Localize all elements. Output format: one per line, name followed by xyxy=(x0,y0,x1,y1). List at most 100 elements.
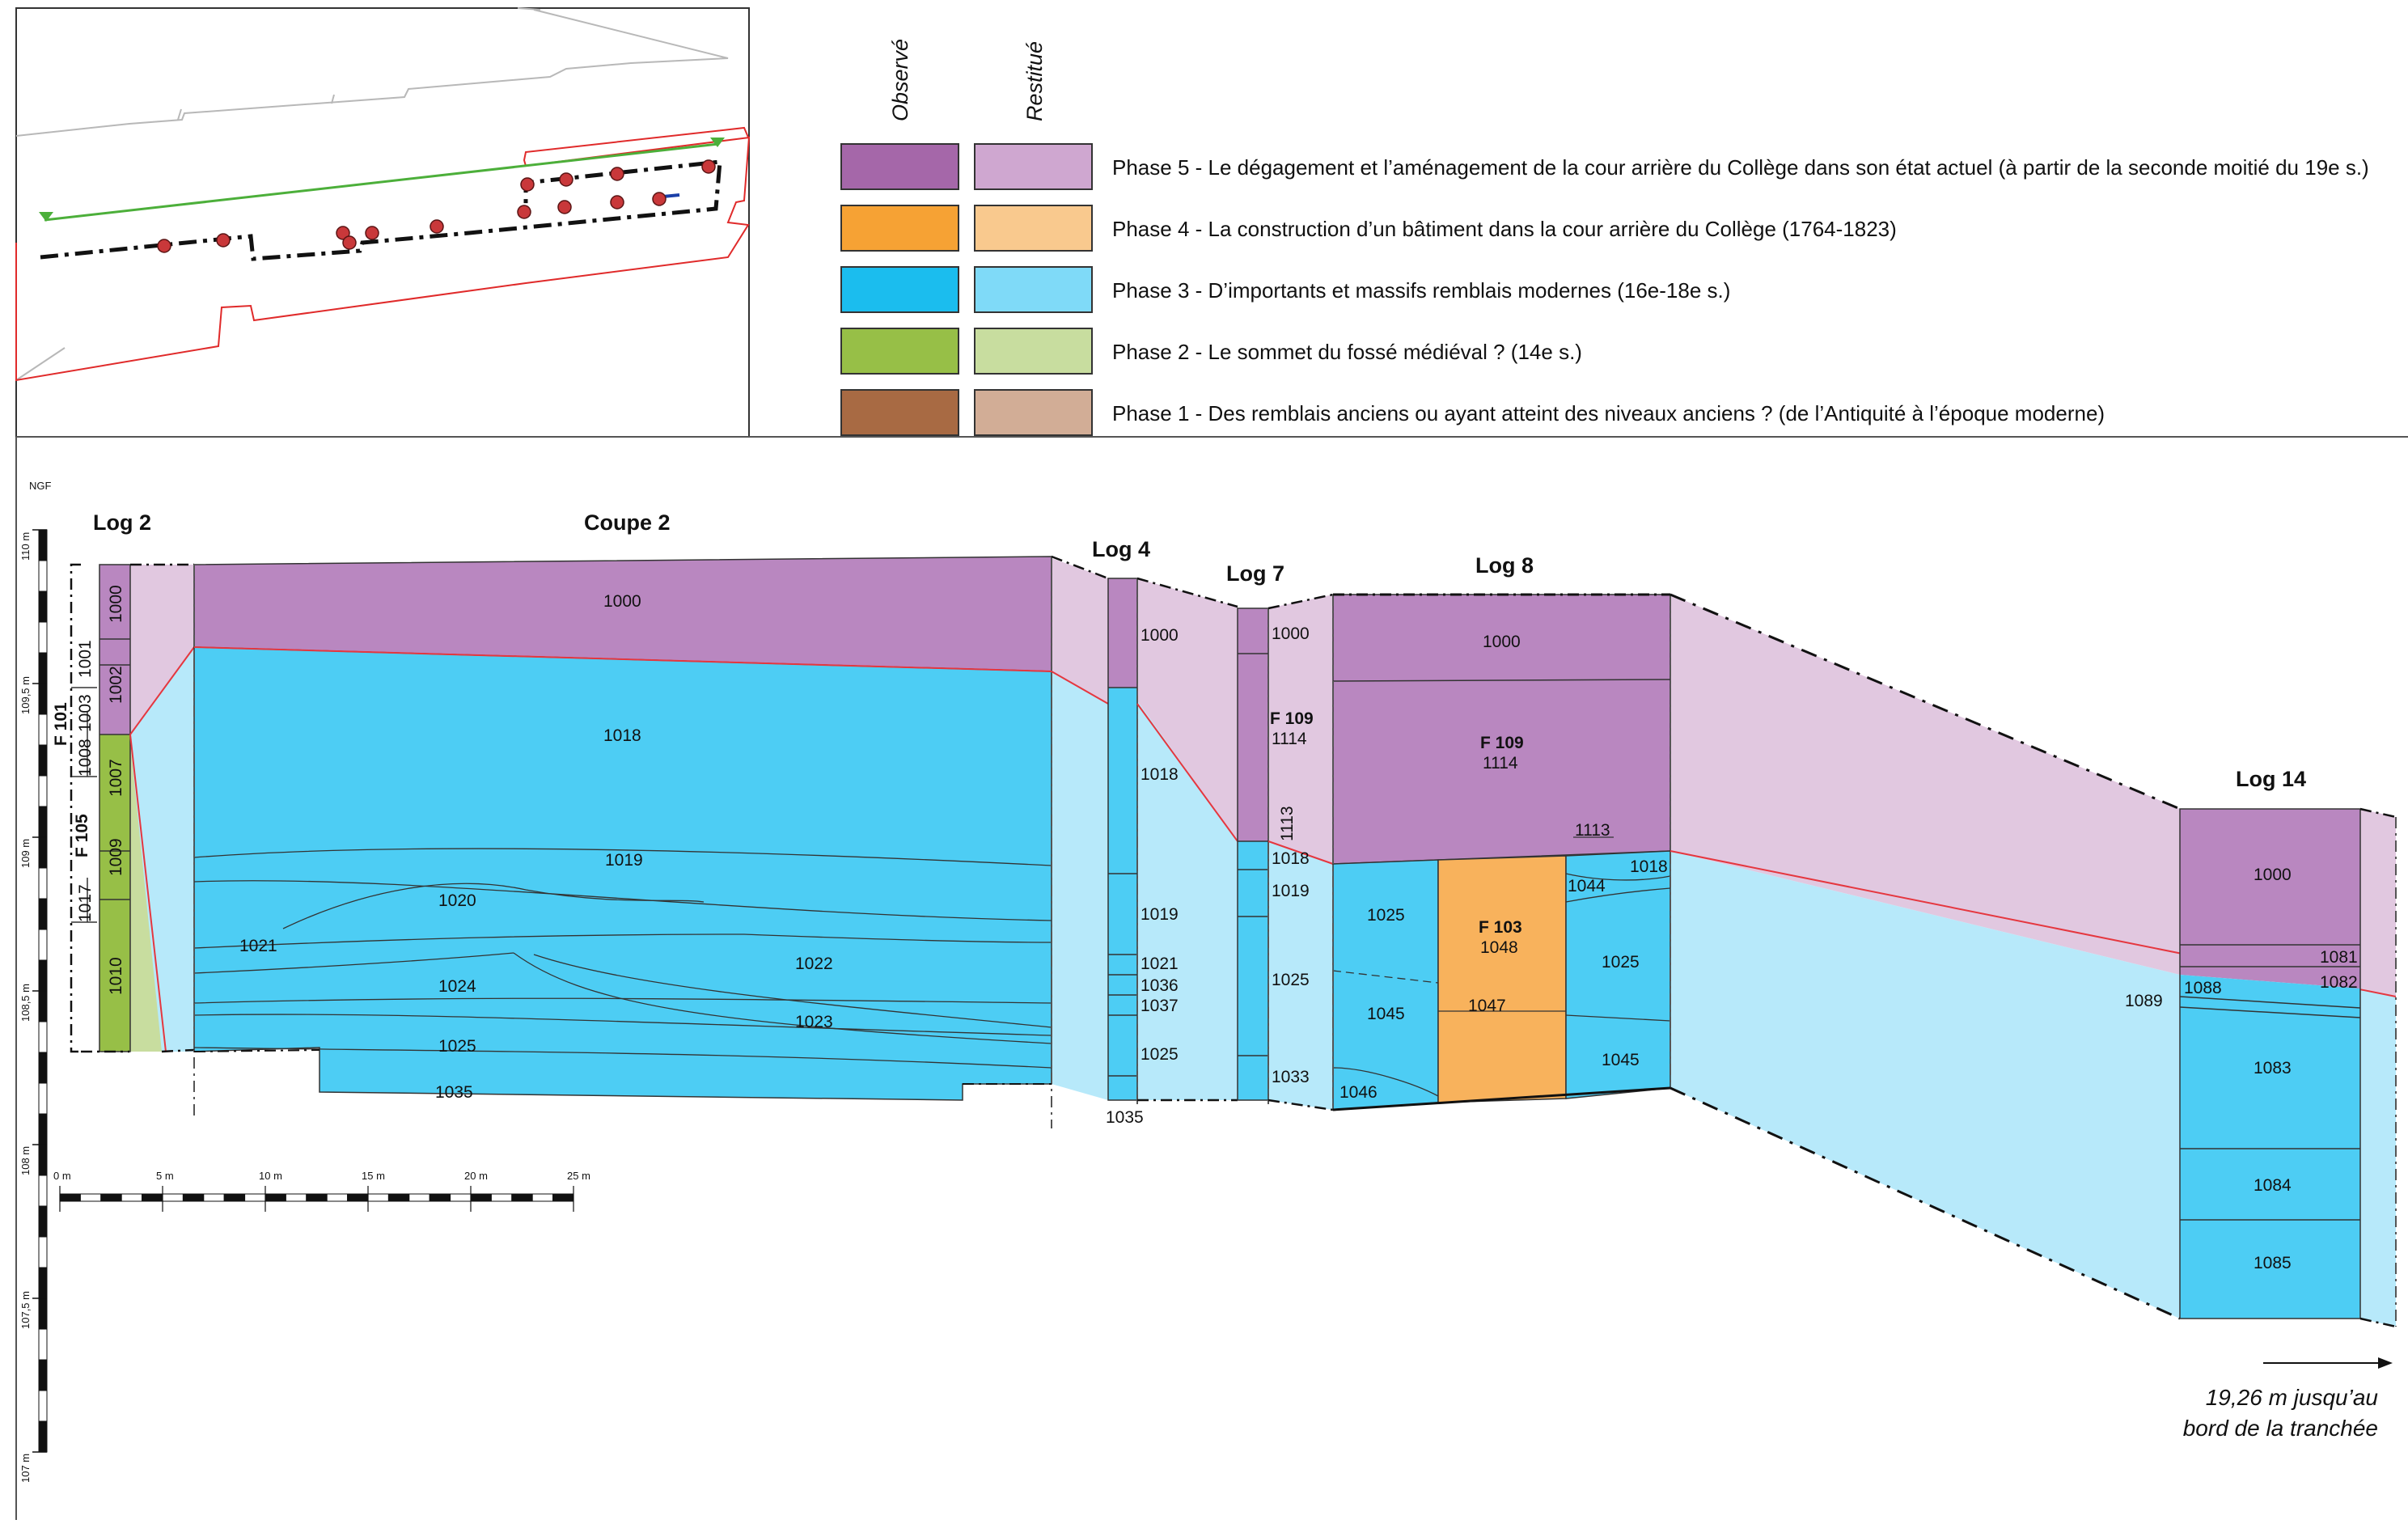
label-1081: 1081 xyxy=(2320,948,2358,967)
label-1025-log4: 1025 xyxy=(1141,1045,1179,1064)
label-f101: F 101 xyxy=(52,702,70,746)
restored-phase5-log7 xyxy=(1268,595,1333,864)
distance-tick-label: 0 m xyxy=(53,1170,71,1182)
label-1007: 1007 xyxy=(107,759,125,797)
label-1025-log8b: 1025 xyxy=(1602,953,1640,972)
label-1044: 1044 xyxy=(1568,877,1606,895)
legend-phase-label: Phase 3 - D’importants et massifs rembla… xyxy=(1112,278,1730,303)
section-titles: Log 2 Coupe 2 Log 4 Log 7 Log 8 Log 14 xyxy=(93,510,2306,791)
label-1035-coupe2: 1035 xyxy=(435,1083,473,1102)
altitude-tick-label: 108,5 m xyxy=(19,984,32,1022)
altitude-tick-label: 107 m xyxy=(19,1454,32,1483)
log2-phase2 xyxy=(99,734,130,1052)
label-1083: 1083 xyxy=(2254,1059,2292,1077)
label-1017: 1017 xyxy=(76,884,95,922)
legend-swatch-observed xyxy=(840,389,959,436)
edge-note: 19,26 m jusqu’au bord de la tranchée xyxy=(2183,1357,2393,1441)
altitude-tick-label: 109,5 m xyxy=(19,676,32,714)
label-1048: 1048 xyxy=(1480,938,1518,957)
restored-phase3-log7 xyxy=(1268,841,1333,1110)
label-f109-log8: F 109 xyxy=(1480,734,1524,752)
unit-labels: 1000 1001 1002 1003 1008 1007 1009 1017 … xyxy=(76,585,2358,1272)
legend-header-observed: Observé xyxy=(888,39,912,121)
restored-phase5-right xyxy=(2360,809,2396,997)
log14-phase5 xyxy=(2180,809,2360,967)
restored-phase5-gap14 xyxy=(1670,595,2180,975)
log7-phase5 xyxy=(1238,608,1268,841)
label-1045-a: 1045 xyxy=(1367,1005,1405,1023)
label-1019-log7: 1019 xyxy=(1272,882,1310,900)
log2-bracket xyxy=(70,563,195,1053)
label-1037: 1037 xyxy=(1141,997,1179,1015)
restored-phase2-log2 xyxy=(129,734,162,1052)
label-1019-coupe2: 1019 xyxy=(605,851,643,870)
altitude-tick-label: 110 m xyxy=(19,532,32,561)
altitude-tick-label: 109 m xyxy=(19,839,32,868)
label-1000-log2: 1000 xyxy=(107,585,125,623)
label-1018-log8: 1018 xyxy=(1630,857,1668,876)
label-f109-log7: F 109 xyxy=(1270,709,1314,728)
title-log2: Log 2 xyxy=(93,510,151,535)
label-1018-log7: 1018 xyxy=(1272,849,1310,868)
label-1022: 1022 xyxy=(795,955,833,973)
label-1035-log4: 1035 xyxy=(1106,1108,1144,1127)
restored-phase3-gap14 xyxy=(1670,851,2180,1319)
label-1019-log4: 1019 xyxy=(1141,905,1179,924)
label-1008: 1008 xyxy=(76,739,95,777)
altitude-tick-label: 108 m xyxy=(19,1146,32,1175)
label-1021-coupe2: 1021 xyxy=(239,937,277,955)
coupe2-phase3 xyxy=(193,646,1052,1101)
restored-phase5-log2 xyxy=(129,565,194,734)
label-1020: 1020 xyxy=(438,891,476,910)
title-log7: Log 7 xyxy=(1226,561,1284,586)
label-1018-coupe2: 1018 xyxy=(603,726,641,745)
label-1000-log7: 1000 xyxy=(1272,624,1310,643)
log14-phase3 xyxy=(2180,975,2360,1319)
log8-phase3-left xyxy=(1332,859,1439,1111)
log4-phase3 xyxy=(1108,688,1137,1100)
log4-phase5 xyxy=(1108,578,1137,688)
label-1084: 1084 xyxy=(2254,1176,2292,1195)
legend-phase-label: Phase 4 - La construction d’un bâtiment … xyxy=(1112,217,1897,241)
label-1023: 1023 xyxy=(795,1013,833,1031)
legend-phase-label: Phase 5 - Le dégagement et l’aménagement… xyxy=(1112,155,2369,180)
legend-swatch-restored xyxy=(974,205,1093,252)
label-1018-log4: 1018 xyxy=(1141,765,1179,784)
title-coupe2: Coupe 2 xyxy=(584,510,671,535)
distance-scale: 0 m 5 m 10 m 15 m 20 m 25 m xyxy=(53,1170,590,1212)
distance-tick-label: 15 m xyxy=(362,1170,385,1182)
restored-phase5-gap7 xyxy=(1136,578,1238,841)
legend-swatch-observed xyxy=(840,266,959,313)
log14-phase5-lower xyxy=(2180,967,2360,988)
altitude-tick-label: 107,5 m xyxy=(19,1291,32,1329)
label-1114-log7: 1114 xyxy=(1272,730,1307,748)
legend-swatch-restored xyxy=(974,266,1093,313)
legend-swatch-observed xyxy=(840,205,959,252)
legend-phase-label: Phase 2 - Le sommet du fossé médiéval ? … xyxy=(1112,340,1582,364)
label-1025-log7: 1025 xyxy=(1272,971,1310,989)
label-1033: 1033 xyxy=(1272,1068,1310,1086)
restored-phase5-gap4 xyxy=(1052,558,1108,704)
label-1021-log4: 1021 xyxy=(1141,955,1179,973)
note-line2: bord de la tranchée xyxy=(2183,1416,2378,1441)
restored-phase3-gap7 xyxy=(1136,700,1238,1100)
label-1001: 1001 xyxy=(76,640,95,678)
label-1046: 1046 xyxy=(1339,1083,1378,1102)
label-1025-log8a: 1025 xyxy=(1367,906,1405,925)
label-1009: 1009 xyxy=(107,838,125,876)
label-1000-coupe2: 1000 xyxy=(603,592,641,611)
log7-phase3 xyxy=(1238,841,1268,1100)
label-1003: 1003 xyxy=(76,694,95,732)
legend-swatch-restored xyxy=(974,389,1093,436)
title-log14: Log 14 xyxy=(2236,767,2306,791)
legend-phase-label: Phase 1 - Des remblais anciens ou ayant … xyxy=(1112,401,2105,425)
legend-swatch-restored xyxy=(974,328,1093,375)
label-1000-log14: 1000 xyxy=(2254,866,2292,884)
label-1036: 1036 xyxy=(1141,976,1179,995)
label-1089: 1089 xyxy=(2125,992,2163,1010)
label-1088: 1088 xyxy=(2184,979,2222,997)
label-1000-log8: 1000 xyxy=(1483,633,1521,651)
label-1000-log4: 1000 xyxy=(1141,626,1179,645)
legend: Observé Restitué Phase 5 - Le dégagement… xyxy=(840,39,2369,436)
